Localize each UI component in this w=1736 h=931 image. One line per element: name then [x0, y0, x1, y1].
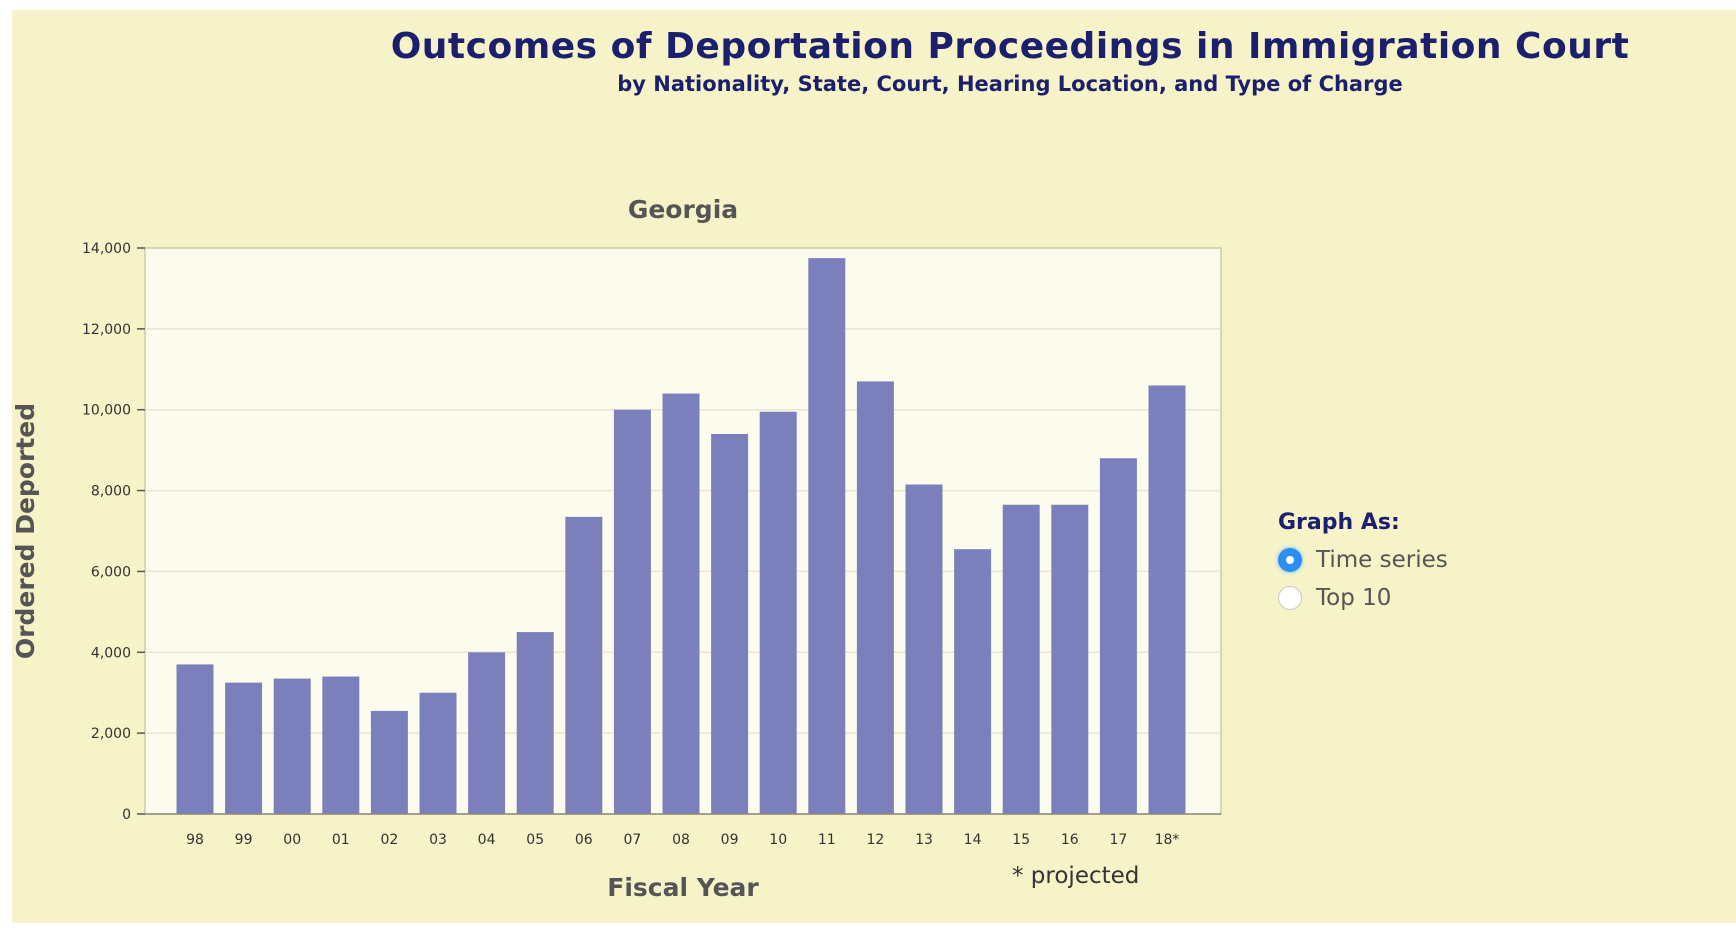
bar	[225, 683, 262, 814]
graph-as-label: Graph As:	[1278, 510, 1448, 535]
radio-button-unselected[interactable]	[1278, 586, 1302, 610]
y-tick-label: 14,000	[82, 241, 131, 257]
bar	[663, 394, 700, 814]
bar	[468, 652, 505, 814]
x-axis-label: Fiscal Year	[607, 873, 759, 902]
x-tick-label: 05	[526, 832, 544, 848]
x-tick-label: 99	[235, 832, 253, 848]
bar	[614, 410, 651, 814]
y-tick-label: 4,000	[91, 645, 131, 661]
x-tick-label: 02	[380, 832, 398, 848]
projected-note: * projected	[1012, 863, 1139, 889]
bar	[1051, 505, 1088, 814]
bar	[322, 677, 359, 814]
x-axis: 98 99 00 01 02 03 04 05 06 07 08 09 10 11 12 13 14 15 16 17…	[145, 814, 1221, 848]
x-tick-label: 12	[866, 832, 884, 848]
bar	[565, 517, 602, 814]
bar	[808, 258, 845, 814]
y-tick-label: 10,000	[82, 403, 131, 419]
x-tick-label: 03	[429, 832, 447, 848]
x-tick-label: 14	[964, 832, 982, 848]
bar	[954, 549, 991, 814]
y-tick-label: 8,000	[91, 484, 131, 500]
bar	[760, 412, 797, 814]
bar	[906, 485, 943, 814]
x-tick-label: 04	[478, 832, 496, 848]
x-tick-label: 01	[332, 832, 350, 848]
x-tick-label: 00	[283, 832, 301, 848]
x-tick-label: 15	[1012, 832, 1030, 848]
bar	[420, 693, 457, 814]
x-tick-label: 09	[721, 832, 739, 848]
x-tick-label: 10	[769, 832, 787, 848]
y-axis: 0 2,000 4,000 6,000 8,000 10,000 12,000 14,000	[82, 241, 145, 823]
x-tick-label: 07	[623, 832, 641, 848]
y-tick-label: 12,000	[82, 322, 131, 338]
bar	[371, 711, 408, 814]
x-tick-label: 17	[1109, 832, 1127, 848]
radio-button-selected[interactable]	[1278, 548, 1302, 572]
x-tick-label: 98	[186, 832, 204, 848]
radio-time-series-label: Time series	[1316, 547, 1448, 573]
bar	[1003, 505, 1040, 814]
radio-top-10[interactable]: Top 10	[1278, 579, 1448, 617]
y-tick-label: 6,000	[91, 564, 131, 580]
x-tick-label: 18*	[1155, 832, 1180, 848]
y-tick-label: 2,000	[91, 726, 131, 742]
y-tick-label: 0	[122, 807, 131, 823]
x-tick-label: 08	[672, 832, 690, 848]
x-tick-label: 06	[575, 832, 593, 848]
bar	[1100, 458, 1137, 814]
bar	[857, 381, 894, 814]
x-tick-label: 11	[818, 832, 836, 848]
x-tick-label: 13	[915, 832, 933, 848]
bar	[177, 664, 214, 814]
bar	[1149, 385, 1186, 814]
y-axis-label: Ordered Deported	[11, 403, 40, 659]
radio-time-series[interactable]: Time series	[1278, 541, 1448, 579]
chart-title: Georgia	[628, 195, 738, 224]
bar	[517, 632, 554, 814]
bar	[711, 434, 748, 814]
radio-top-10-label: Top 10	[1316, 585, 1391, 611]
x-tick-label: 16	[1061, 832, 1079, 848]
bar	[274, 679, 311, 814]
graph-as-control: Graph As: Time series Top 10	[1278, 510, 1448, 617]
